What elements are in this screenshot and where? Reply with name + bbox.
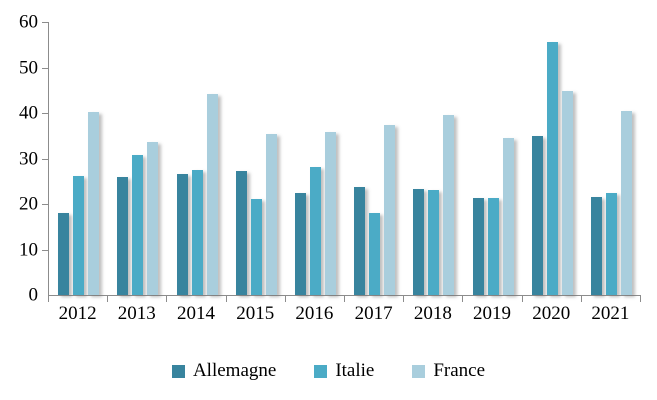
legend-marker-icon — [171, 364, 185, 378]
y-tick-label: 30 — [19, 148, 38, 169]
bar-italie-2017 — [369, 213, 381, 295]
bar-france-2014 — [206, 93, 218, 295]
y-axis-labels: 0 10 20 30 40 50 60 — [0, 13, 42, 305]
y-tick-mark — [42, 67, 48, 69]
bar-italie-2018 — [428, 190, 440, 295]
bar-france-2012 — [88, 111, 100, 295]
x-tick-mark — [521, 296, 523, 302]
bar-group-2021 — [582, 22, 641, 295]
bar-italie-2013 — [132, 154, 144, 295]
bar-allemagne-2020 — [531, 135, 543, 295]
legend-label: Allemagne — [192, 360, 277, 381]
x-tick-mark — [344, 296, 345, 302]
bar-allemagne-2018 — [413, 188, 425, 295]
x-tick-label: 2018 — [413, 303, 452, 324]
bar-france-2020 — [561, 90, 573, 295]
y-tick-label: 20 — [19, 193, 38, 215]
x-tick-mark — [640, 296, 641, 302]
y-tick-mark — [42, 158, 48, 160]
x-tick-mark — [462, 296, 464, 302]
y-tick-mark — [42, 113, 48, 115]
bar-group-2015 — [227, 22, 286, 295]
y-tick-mark — [42, 249, 48, 251]
x-tick-label: 2014 — [177, 303, 215, 324]
bar-france-2013 — [147, 142, 159, 295]
bar-italie-2012 — [73, 175, 85, 295]
legend-item-italie: Italie — [314, 360, 374, 382]
x-tick-mark — [580, 296, 582, 302]
bar-france-2016 — [324, 132, 336, 295]
bar-france-2019 — [502, 137, 514, 295]
bar-groups — [49, 22, 641, 295]
x-tick-label: 2019 — [473, 303, 512, 324]
bar-group-2019 — [463, 22, 522, 295]
bar-group-2013 — [108, 22, 167, 295]
x-tick-mark — [107, 296, 109, 302]
bar-italie-2016 — [309, 166, 321, 295]
x-tick-mark — [403, 296, 405, 302]
y-tick-label: 10 — [19, 239, 38, 260]
legend-item-allemagne: Allemagne — [171, 360, 277, 382]
y-tick-label: 60 — [19, 11, 38, 33]
x-tick-mark — [166, 296, 168, 302]
x-tick-label: 2015 — [236, 303, 275, 324]
bar-allemagne-2014 — [176, 174, 188, 295]
bar-allemagne-2021 — [590, 196, 602, 295]
y-tick-label: 0 — [28, 284, 39, 306]
bar-allemagne-2019 — [472, 198, 484, 295]
x-tick-label: 2017 — [354, 303, 393, 324]
bar-allemagne-2016 — [294, 192, 306, 295]
bar-france-2015 — [265, 133, 277, 295]
bar-italie-2021 — [605, 193, 617, 295]
bar-group-2012 — [49, 22, 108, 295]
legend-label: Italie — [335, 360, 375, 381]
x-tick-label: 2016 — [295, 303, 334, 324]
legend-marker-icon — [412, 364, 426, 378]
bar-italie-2015 — [250, 198, 262, 295]
x-axis-labels: 2012 2013 2014 2015 2016 2017 2018 2019 2020 2021 — [48, 303, 640, 325]
y-tick-mark — [42, 204, 48, 206]
bar-france-2017 — [384, 124, 396, 295]
y-tick-label: 50 — [19, 57, 38, 78]
bar-allemagne-2013 — [117, 176, 129, 295]
legend-marker-icon — [314, 364, 328, 378]
bar-italie-2019 — [487, 198, 499, 295]
y-tick-label: 40 — [19, 102, 38, 124]
bar-group-2020 — [523, 22, 582, 295]
bar-allemagne-2012 — [58, 213, 70, 295]
bar-france-2018 — [443, 114, 455, 295]
x-tick-label: 2012 — [58, 303, 97, 324]
x-tick-label: 2021 — [591, 303, 630, 324]
x-tick-mark — [225, 296, 227, 302]
x-tick-mark — [48, 296, 49, 302]
x-tick-label: 2013 — [117, 303, 156, 324]
bar-group-2017 — [345, 22, 404, 295]
bar-group-2014 — [167, 22, 226, 295]
bar-group-2018 — [404, 22, 463, 295]
y-tick-mark — [42, 22, 48, 23]
x-tick-mark — [284, 296, 286, 302]
bar-allemagne-2015 — [235, 171, 247, 295]
bar-italie-2020 — [546, 42, 558, 295]
bar-france-2021 — [620, 111, 632, 295]
bar-italie-2014 — [191, 169, 203, 295]
legend-item-france: France — [412, 360, 485, 382]
bar-group-2016 — [286, 22, 345, 295]
plot-area — [42, 22, 641, 302]
legend: Allemagne Italie France — [0, 360, 657, 382]
bar-allemagne-2017 — [354, 186, 366, 295]
x-tick-label: 2020 — [532, 303, 571, 324]
legend-label: France — [433, 360, 486, 381]
